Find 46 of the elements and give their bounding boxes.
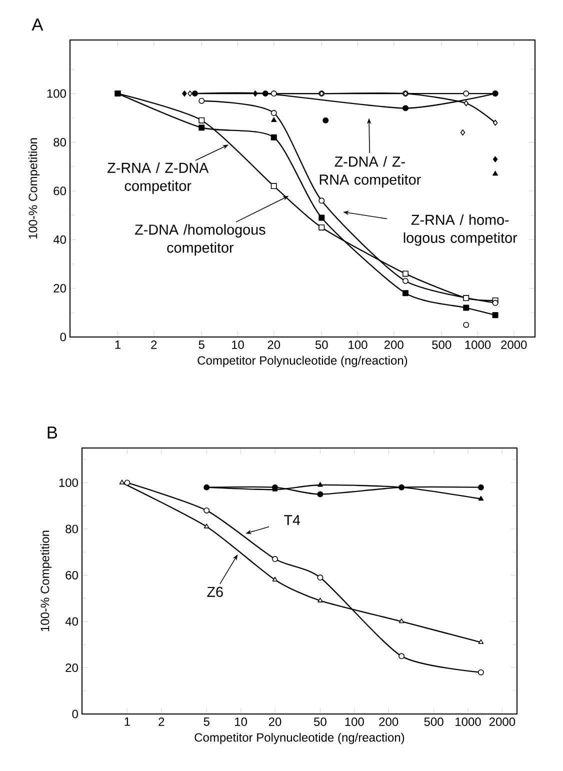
- annotation: Z6: [207, 586, 223, 597]
- x-tick-label: 100: [345, 718, 364, 726]
- annotation: Z-RNA / Z-DNA competitor: [108, 162, 209, 194]
- y-axis-title: 100-% Competition: [28, 138, 40, 239]
- x-axis-title: Competitor Polynucleotide (ng/reaction): [194, 732, 404, 744]
- y-tick-label: 40: [65, 617, 78, 626]
- x-tick-label: 200: [384, 340, 404, 350]
- x-tick-label: 2000: [501, 340, 527, 350]
- x-tick-label: 50: [314, 718, 326, 726]
- x-tick-label: 500: [424, 718, 444, 726]
- x-tick-label: 2: [151, 340, 157, 349]
- annotation: Z-DNA / Z-RNA competitor: [320, 156, 421, 188]
- annotation: Z-RNA / homo-logous competitor: [404, 214, 518, 246]
- x-tick-label: 5: [198, 340, 204, 349]
- annotation: Z-DNA /homologous competitor: [135, 224, 266, 256]
- chart-title: B: [48, 426, 57, 438]
- y-tick-label: 100: [47, 89, 66, 98]
- x-tick-label: 1000: [465, 340, 491, 350]
- x-tick-label: 5: [204, 718, 210, 726]
- annotation: T4: [284, 515, 300, 526]
- x-tick-label: 100: [348, 340, 368, 350]
- x-tick-label: 500: [432, 340, 452, 350]
- y-tick-label: 60: [66, 570, 78, 580]
- y-tick-label: 80: [66, 524, 78, 534]
- y-tick-label: 60: [54, 186, 66, 196]
- x-tick-label: 2: [158, 718, 164, 726]
- y-tick-label: 0: [60, 332, 66, 342]
- y-tick-label: 20: [66, 663, 78, 672]
- x-tick-label: 10: [235, 718, 248, 726]
- x-tick-label: 20: [268, 340, 280, 350]
- x-tick-label: 20: [268, 718, 282, 726]
- x-tick-label: 1: [124, 718, 130, 726]
- y-tick-label: 80: [54, 138, 66, 146]
- x-tick-label: 50: [315, 340, 328, 350]
- x-axis-title: Competitor Polynucleotide (ng/reaction): [198, 356, 408, 368]
- x-tick-label: 200: [379, 718, 398, 726]
- x-tick-label: 10: [232, 340, 244, 350]
- x-tick-label: 2000: [489, 718, 516, 726]
- y-axis-title: 100-% Competition: [40, 530, 52, 632]
- x-tick-label: 1: [115, 340, 120, 349]
- y-tick-label: 100: [59, 478, 78, 487]
- y-tick-label: 0: [72, 710, 78, 718]
- y-tick-label: 20: [54, 284, 66, 293]
- x-tick-label: 1000: [456, 718, 481, 726]
- chart-title: A: [32, 18, 44, 30]
- y-tick-label: 40: [53, 235, 66, 244]
